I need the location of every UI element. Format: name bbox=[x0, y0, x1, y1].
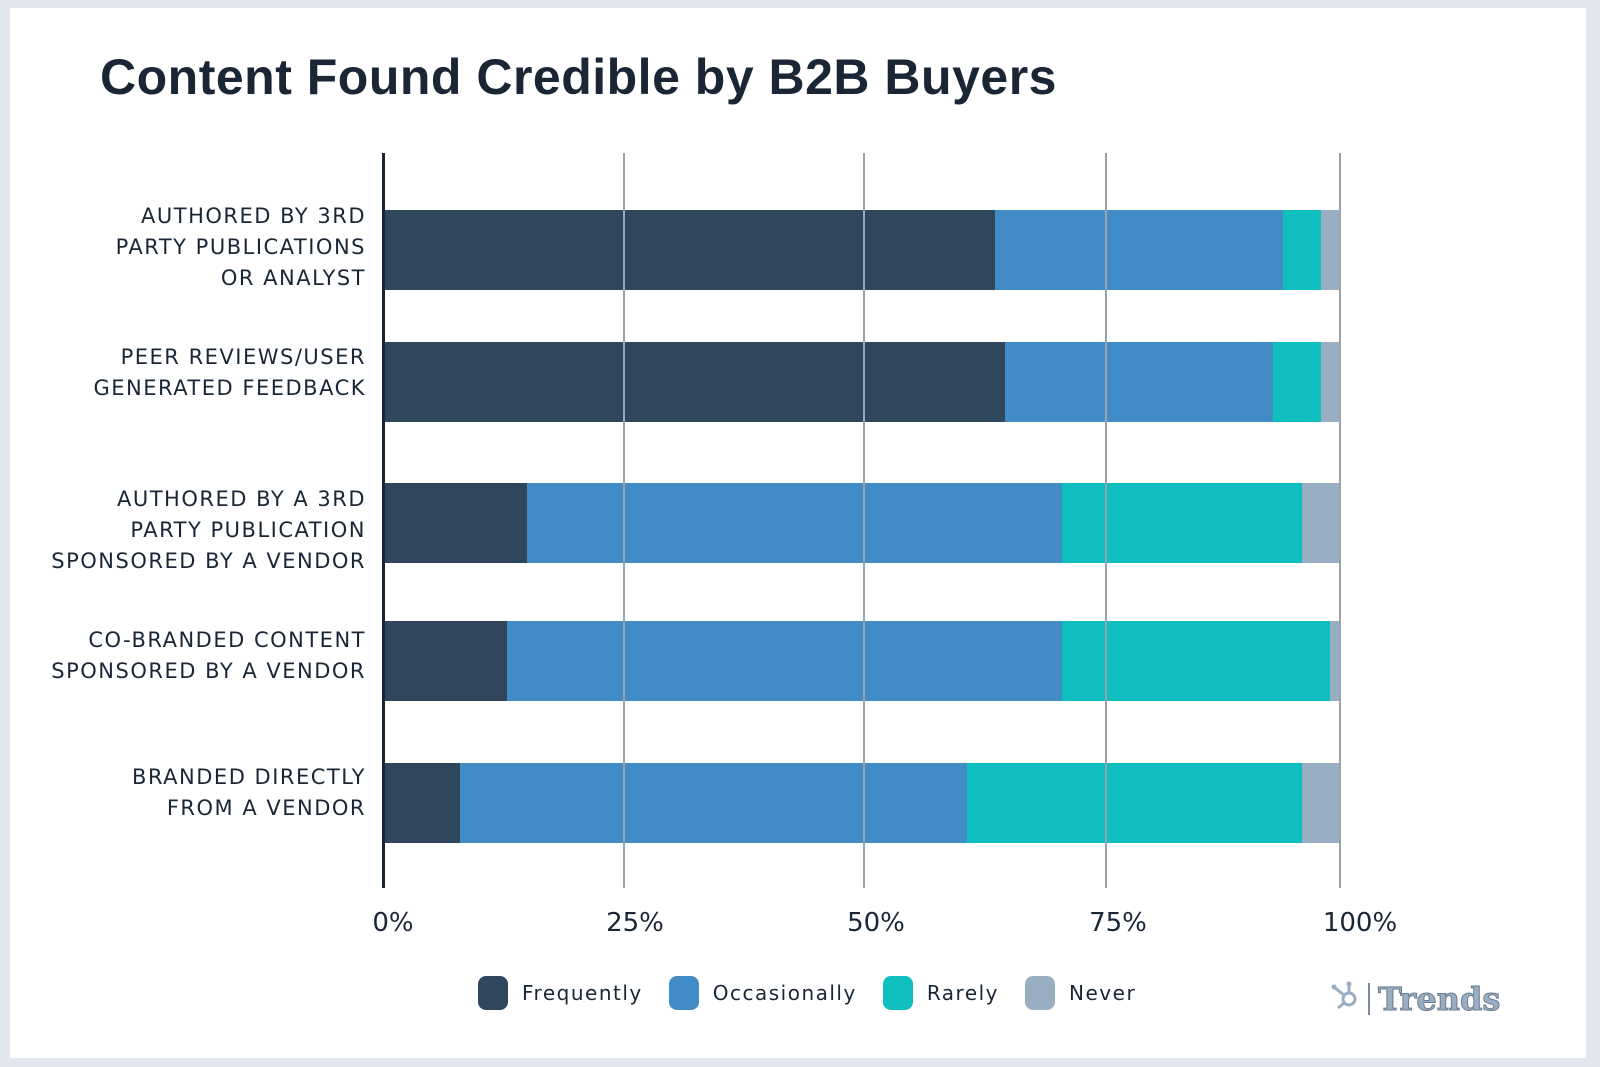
bar-segment-rarely bbox=[966, 763, 1302, 843]
brand-logo: Trends bbox=[1330, 980, 1501, 1019]
y-axis-line bbox=[382, 153, 385, 888]
label-line: sponsored by a vendor bbox=[51, 659, 366, 683]
bar-segment-occasionally bbox=[507, 621, 1063, 701]
x-tick-50: 50% bbox=[847, 908, 905, 938]
gridline-75 bbox=[1105, 153, 1107, 888]
label-line: party publication bbox=[130, 518, 366, 542]
label-line: party publications bbox=[115, 235, 366, 259]
chart-title: Content Found Credible by B2B Buyers bbox=[100, 49, 1057, 105]
gridline-50 bbox=[863, 153, 865, 888]
gridline-25 bbox=[623, 153, 625, 888]
legend-label: Occasionally bbox=[712, 981, 857, 1005]
gridline-100 bbox=[1339, 153, 1341, 888]
legend-label: Never bbox=[1069, 981, 1137, 1005]
x-tick-25: 25% bbox=[606, 908, 664, 938]
category-label: Co-branded content sponsored by a vendor bbox=[6, 625, 366, 687]
legend-item-rarely: Rarely bbox=[882, 976, 1000, 1010]
legend-label: Rarely bbox=[926, 981, 1000, 1005]
bar-segment-never bbox=[1301, 483, 1340, 563]
bar-segment-occasionally bbox=[1005, 342, 1273, 422]
brand-divider bbox=[1368, 983, 1370, 1015]
bar-segment-occasionally bbox=[459, 763, 967, 843]
legend-item-never: Never bbox=[1025, 976, 1136, 1010]
bar-row bbox=[383, 763, 1340, 843]
label-line: Co-branded content bbox=[88, 628, 366, 652]
bar-segment-never bbox=[1301, 763, 1340, 843]
bar-row bbox=[383, 210, 1340, 290]
legend-item-occasionally: Occasionally bbox=[668, 976, 857, 1010]
chart-card: Content Found Credible by B2B Buyers Aut… bbox=[10, 8, 1586, 1058]
label-line: from a vendor bbox=[166, 796, 366, 820]
bar-segment-never bbox=[1320, 342, 1340, 422]
category-label: Authored by 3rd party publications or an… bbox=[6, 201, 366, 294]
bar-segment-never bbox=[1320, 210, 1340, 290]
bar-row bbox=[383, 621, 1340, 701]
bar-row bbox=[383, 483, 1340, 563]
hubspot-sprocket-icon bbox=[1330, 980, 1360, 1018]
plot-area bbox=[382, 153, 1341, 888]
label-line: Branded directly bbox=[132, 765, 366, 789]
legend-label: Frequently bbox=[522, 981, 643, 1005]
category-label: Branded directly from a vendor bbox=[6, 762, 366, 824]
label-line: or analyst bbox=[220, 266, 366, 290]
bar-segment-occasionally bbox=[526, 483, 1063, 563]
bar-segment-frequently bbox=[383, 621, 508, 701]
legend-swatch-icon bbox=[478, 976, 508, 1010]
bar-segment-frequently bbox=[383, 763, 460, 843]
legend-swatch-icon bbox=[1025, 976, 1056, 1010]
x-tick-0: 0% bbox=[372, 908, 414, 938]
label-line: Peer reviews/user bbox=[120, 345, 366, 369]
label-line: sponsored by a vendor bbox=[51, 549, 366, 573]
bar-segment-rarely bbox=[1062, 483, 1302, 563]
bar-segment-rarely bbox=[1062, 621, 1331, 701]
bar-segment-rarely bbox=[1273, 342, 1321, 422]
bar-segment-never bbox=[1330, 621, 1340, 701]
bar-segment-frequently bbox=[383, 210, 996, 290]
x-tick-100: 100% bbox=[1322, 908, 1398, 938]
legend: Frequently Occasionally Rarely Never bbox=[478, 976, 1150, 1010]
label-line: Authored by a 3rd bbox=[116, 487, 366, 511]
label-line: Authored by 3rd bbox=[141, 204, 366, 228]
legend-item-frequently: Frequently bbox=[478, 976, 643, 1010]
bar-row bbox=[383, 342, 1340, 422]
bar-segment-occasionally bbox=[995, 210, 1283, 290]
bar-segment-rarely bbox=[1282, 210, 1321, 290]
category-label: Peer reviews/user generated feedback bbox=[6, 342, 366, 404]
legend-swatch-icon bbox=[668, 976, 699, 1010]
bar-segment-frequently bbox=[383, 483, 527, 563]
legend-swatch-icon bbox=[882, 976, 913, 1010]
label-line: generated feedback bbox=[93, 376, 366, 400]
bar-segment-frequently bbox=[383, 342, 1006, 422]
x-tick-75: 75% bbox=[1089, 908, 1147, 938]
category-label: Authored by a 3rd party publication spon… bbox=[6, 484, 366, 577]
brand-text: Trends bbox=[1377, 980, 1501, 1019]
